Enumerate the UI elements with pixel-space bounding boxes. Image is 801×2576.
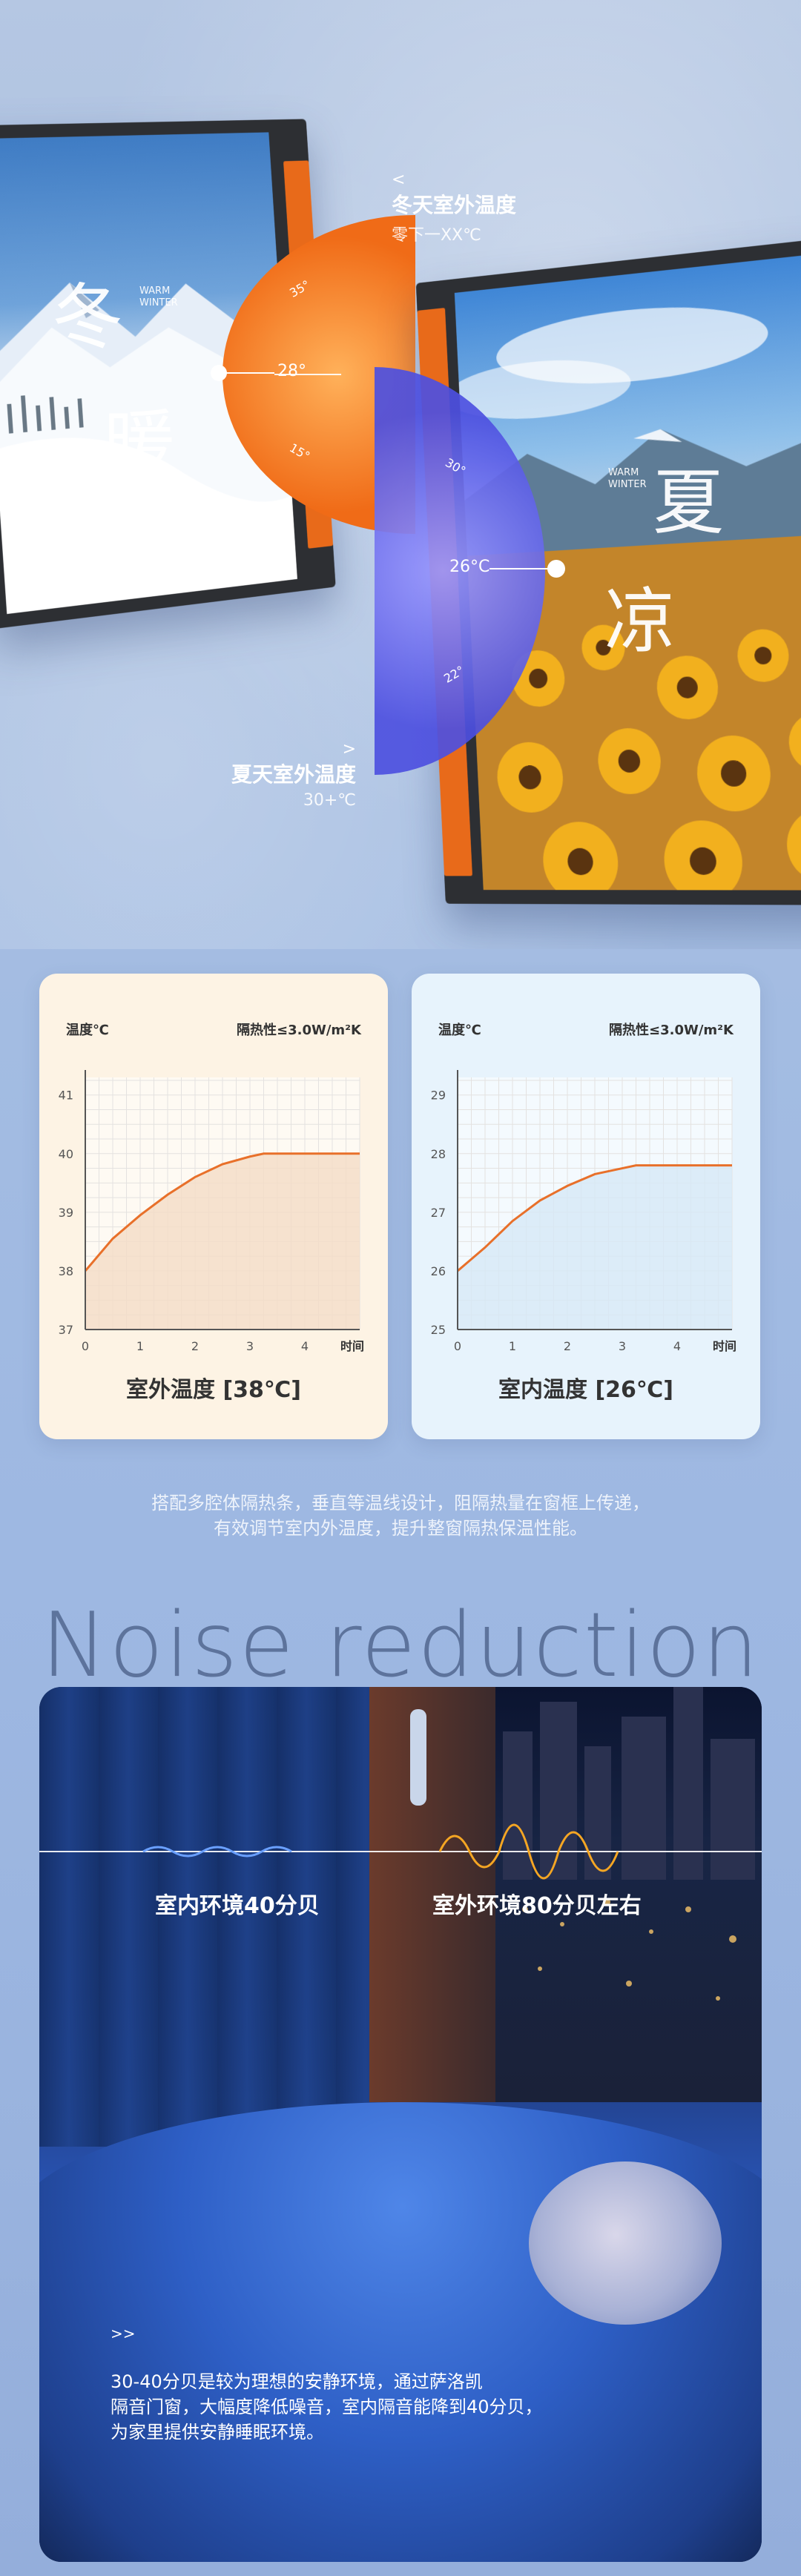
winter-label-title: 冬天室外温度 xyxy=(392,189,516,219)
y-tick-label: 26 xyxy=(431,1264,446,1278)
indoor-temperature-chart: 25 26 27 28 29 0 1 2 3 4 时间 xyxy=(412,1040,760,1352)
y-tick-label: 38 xyxy=(59,1264,73,1278)
x-tick-label: 3 xyxy=(246,1339,254,1352)
noise-reduction-title: Noise reduction xyxy=(0,1594,801,1697)
winter-outdoor-label: < 冬天室外温度 零下一XX℃ xyxy=(392,171,516,245)
sound-wave xyxy=(39,1687,762,2147)
summer-outdoor-label: > 夏天室外温度 30+℃ xyxy=(208,740,356,810)
winter-char-2: 暖 xyxy=(104,386,175,489)
x-tick-label: 3 xyxy=(619,1339,626,1352)
x-tick-label: 0 xyxy=(82,1339,89,1352)
x-tick-label: 0 xyxy=(454,1339,461,1352)
card-header: 温度℃ 隔热性≤3.0W/m²K xyxy=(438,1020,734,1039)
summer-char-1: 夏 xyxy=(653,445,724,548)
y-tick-label: 41 xyxy=(59,1089,73,1103)
winter-label-value: 零下一XX℃ xyxy=(392,222,516,245)
summer-label-value: 30+℃ xyxy=(208,791,356,810)
x-tick-label: 2 xyxy=(191,1339,199,1352)
card-header: 温度℃ 隔热性≤3.0W/m²K xyxy=(66,1020,361,1039)
y-tick-label: 29 xyxy=(431,1089,446,1103)
chart-ylabel: 温度℃ xyxy=(438,1020,481,1039)
indoor-temperature-card: 温度℃ 隔热性≤3.0W/m²K 25 26 27 28 29 0 1 2 3 4 时间 室内温度 … xyxy=(412,974,760,1439)
x-tick-label: 4 xyxy=(673,1339,681,1352)
noise-text-line-3: 为家里提供安静睡眠环境。 xyxy=(111,2420,543,2445)
noise-description: 30-40分贝是较为理想的安静环境，通过萨洛凯 隔音门窗，大幅度降低噪音，室内隔… xyxy=(111,2369,543,2445)
noise-reduction-card: 室内环境40分贝 室外环境80分贝左右 >> 30-40分贝是较为理想的安静环境… xyxy=(39,1687,762,2562)
description-line-2: 有效调节室内外温度，提升整窗隔热保温性能。 xyxy=(0,1516,801,1541)
summer-dial-line xyxy=(490,568,549,569)
outdoor-temperature-chart: 37 38 39 40 41 0 1 2 3 4 时间 xyxy=(39,1040,388,1352)
y-tick-label: 28 xyxy=(431,1147,446,1161)
summer-char-2: 凉 xyxy=(604,564,676,667)
noise-text-arrow: >> xyxy=(111,2325,136,2342)
chart-ylabel: 温度℃ xyxy=(66,1020,109,1039)
summer-label-title: 夏天室外温度 xyxy=(208,759,356,788)
winter-dial-ticks xyxy=(245,219,393,530)
outdoor-temperature-card: 温度℃ 隔热性≤3.0W/m²K 37 38 39 40 41 0 1 2 3 4 时间 室外温度 … xyxy=(39,974,388,1439)
card-footer: 室外温度 [38℃] xyxy=(39,1371,388,1404)
x-tick-label: 1 xyxy=(136,1339,144,1352)
y-tick-label: 39 xyxy=(59,1206,73,1220)
insulation-description: 搭配多腔体隔热条，垂直等温线设计，阻隔热量在窗框上传递， 有效调节室内外温度，提… xyxy=(0,1490,801,1541)
indoor-noise-label: 室内环境40分贝 xyxy=(155,1887,320,1920)
winter-dial-line xyxy=(222,372,274,374)
hero-section: 28° 35° 15° 冬 暖 WARM WINTER xyxy=(0,0,801,949)
y-tick-label: 25 xyxy=(431,1323,446,1337)
x-tick-label: 4 xyxy=(301,1339,309,1352)
y-tick-label: 27 xyxy=(431,1206,446,1220)
x-tick-label: 1 xyxy=(509,1339,516,1352)
winter-label-arrow: < xyxy=(392,171,516,189)
y-tick-label: 40 xyxy=(59,1147,73,1161)
x-tick-label: 2 xyxy=(564,1339,571,1352)
x-axis-label: 时间 xyxy=(713,1339,736,1352)
summer-en-label: WARM WINTER xyxy=(608,467,647,491)
winter-dial-value: 28° xyxy=(277,362,306,380)
chart-spec: 隔热性≤3.0W/m²K xyxy=(609,1020,734,1039)
chart-spec: 隔热性≤3.0W/m²K xyxy=(237,1020,361,1039)
outdoor-noise-label: 室外环境80分贝左右 xyxy=(432,1887,642,1920)
description-line-1: 搭配多腔体隔热条，垂直等温线设计，阻隔热量在窗框上传递， xyxy=(0,1490,801,1516)
summer-label-arrow: > xyxy=(208,740,356,759)
card-footer: 室内温度 [26℃] xyxy=(412,1371,760,1404)
x-axis-label: 时间 xyxy=(340,1339,364,1352)
sleeping-baby xyxy=(529,2161,722,2325)
noise-text-line-1: 30-40分贝是较为理想的安静环境，通过萨洛凯 xyxy=(111,2369,543,2394)
y-tick-label: 37 xyxy=(59,1323,73,1337)
winter-char-1: 冬 xyxy=(52,260,123,363)
summer-dial-knob xyxy=(547,560,565,578)
summer-dial-value: 26°C xyxy=(449,558,490,576)
winter-en-label: WARM WINTER xyxy=(139,285,178,309)
noise-text-line-2: 隔音门窗，大幅度降低噪音，室内隔音能降到40分贝， xyxy=(111,2394,543,2420)
